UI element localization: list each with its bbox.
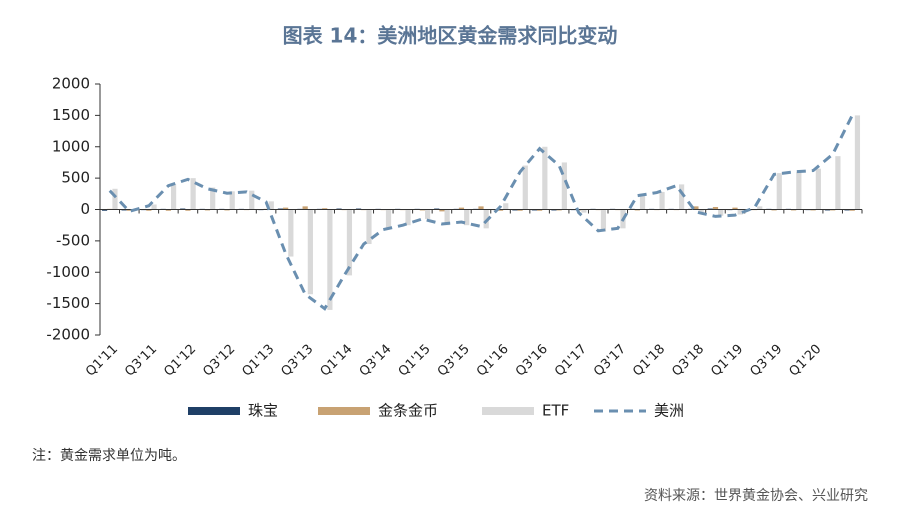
bar [464,209,470,226]
x-tick-label: Q1'15 [396,342,434,380]
y-tick-label: 2000 [52,75,90,93]
bar [483,209,489,229]
bar [517,209,523,211]
bar [522,165,528,210]
bar [405,209,411,226]
y-tick-label: -1000 [46,263,90,281]
bar [424,209,431,219]
legend-label: 珠宝 [248,402,278,420]
y-tick-label: -500 [56,231,90,249]
x-tick-label: Q1'18 [630,342,668,380]
bar [678,184,685,210]
y-tick-label: -2000 [46,326,90,344]
bar [327,209,333,310]
y-tick-label: 1000 [52,137,90,155]
y-tick-label: 500 [61,169,90,187]
bar [815,168,821,210]
chart-title: 图表 14：美洲地区黄金需求同比变动 [283,24,618,48]
source: 资料来源：世界黄金协会、兴业研究 [644,487,868,504]
bar [581,209,587,213]
bar [732,207,738,210]
x-tick-label: Q1'17 [552,342,590,380]
bar [151,204,157,210]
bar [796,171,802,210]
bar [268,201,274,210]
bar [249,190,255,210]
bar [693,206,699,210]
y-tick-label: 1500 [52,106,90,124]
bar [190,178,196,210]
legend-swatch [318,407,370,415]
bar [146,209,152,211]
bar [444,209,450,226]
legend-swatch [482,407,534,415]
x-tick-label: Q3'16 [513,342,551,380]
bar [537,209,543,211]
bar [170,184,177,210]
bar [503,203,509,210]
bar [497,209,504,211]
bar [659,191,665,210]
x-tick-label: Q3'17 [591,342,629,380]
bar [112,188,118,210]
x-tick-label: Q3'15 [435,342,473,380]
bar [229,191,235,210]
x-tick-label: Q3'11 [122,342,160,380]
x-tick-label: Q1'11 [83,342,121,380]
legend-label: 金条金币 [378,402,438,420]
bar [600,209,607,232]
x-tick-label: Q1'14 [318,342,356,380]
note: 注：黄金需求单位为吨。 [32,447,186,464]
bar [757,206,763,210]
bar [849,209,855,211]
line [108,114,854,311]
bar [639,193,646,210]
x-tick-label: Q1'13 [239,342,277,380]
bar [854,115,861,210]
bar [288,209,294,257]
bar [478,206,484,210]
bar [302,206,308,210]
x-tick-label: Q3'18 [669,342,707,380]
y-tick-label: -1500 [46,294,90,312]
bar [718,209,724,216]
bar [185,209,191,211]
x-tick-label: Q3'12 [200,342,238,380]
x-tick-label: Q3'14 [357,342,395,380]
y-tick-label: 0 [80,200,90,218]
x-tick-label: Q1'12 [161,342,199,380]
x-tick-label: Q3'13 [279,342,317,380]
bar [458,207,465,210]
bar [126,209,132,211]
bar [698,209,704,213]
bar [385,209,392,229]
bar [210,187,216,210]
bar [776,173,782,210]
bar [322,208,328,210]
x-tick-label: Q3'19 [747,342,785,380]
bar [712,206,719,210]
legend-label: 美洲 [654,402,684,420]
bar [307,209,313,295]
x-tick-label: Q1'16 [474,342,512,380]
bar [346,209,353,276]
x-tick-label: Q1'19 [708,342,746,380]
bar [737,209,743,215]
bar [283,207,289,210]
bar [366,209,372,245]
bar [165,209,171,211]
bar [542,146,548,210]
legend-swatch [188,407,240,415]
bar [101,209,108,211]
bar [561,162,567,210]
bar [439,209,445,212]
bar [835,156,841,210]
x-tick-label: Q1'20 [787,342,825,380]
legend-label: ETF [542,402,569,420]
